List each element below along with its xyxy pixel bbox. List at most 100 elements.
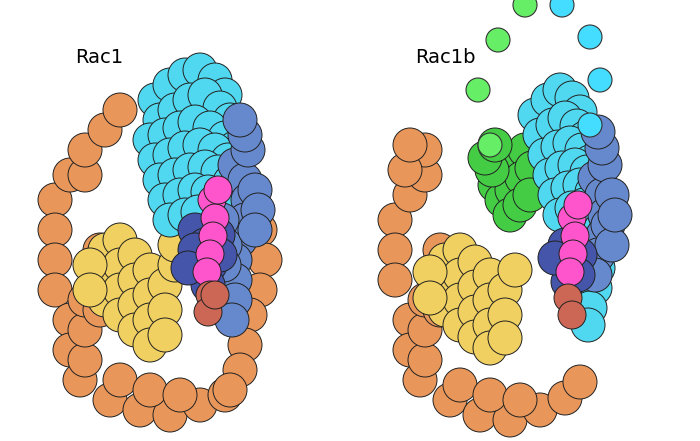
Circle shape <box>138 143 172 177</box>
Circle shape <box>538 241 572 275</box>
Circle shape <box>570 155 604 189</box>
Circle shape <box>458 320 492 354</box>
Circle shape <box>73 248 107 282</box>
Circle shape <box>403 363 437 397</box>
Circle shape <box>143 103 177 137</box>
Circle shape <box>498 253 532 287</box>
Circle shape <box>408 133 442 167</box>
Circle shape <box>148 183 182 217</box>
Circle shape <box>103 93 137 127</box>
Circle shape <box>133 373 167 407</box>
Circle shape <box>228 203 262 237</box>
Circle shape <box>538 178 572 212</box>
Circle shape <box>218 243 252 277</box>
Circle shape <box>564 191 592 219</box>
Circle shape <box>393 303 427 337</box>
Circle shape <box>408 343 442 377</box>
Circle shape <box>508 133 542 167</box>
Circle shape <box>198 186 226 214</box>
Circle shape <box>588 68 612 92</box>
Circle shape <box>233 298 267 332</box>
Circle shape <box>83 293 117 327</box>
Circle shape <box>558 204 586 232</box>
Circle shape <box>188 150 222 184</box>
Circle shape <box>505 161 539 195</box>
Circle shape <box>486 28 510 52</box>
Circle shape <box>573 145 607 179</box>
Circle shape <box>218 263 252 297</box>
Circle shape <box>393 128 427 162</box>
Circle shape <box>221 153 255 187</box>
Circle shape <box>393 178 427 212</box>
Circle shape <box>560 109 594 143</box>
Circle shape <box>458 295 492 329</box>
Circle shape <box>208 78 242 112</box>
Circle shape <box>198 63 232 97</box>
Circle shape <box>103 298 137 332</box>
Circle shape <box>211 143 245 177</box>
Circle shape <box>515 151 549 185</box>
Circle shape <box>428 243 462 277</box>
Circle shape <box>586 218 620 252</box>
Circle shape <box>543 73 577 107</box>
Circle shape <box>413 281 447 315</box>
Circle shape <box>38 273 72 307</box>
Circle shape <box>561 258 595 292</box>
Circle shape <box>63 363 97 397</box>
Circle shape <box>198 133 232 167</box>
Circle shape <box>158 158 192 192</box>
Circle shape <box>83 233 117 267</box>
Circle shape <box>148 268 182 302</box>
Circle shape <box>533 158 567 192</box>
Circle shape <box>595 178 629 212</box>
Circle shape <box>561 222 589 250</box>
Circle shape <box>553 126 587 160</box>
Circle shape <box>118 288 152 322</box>
Circle shape <box>443 283 477 317</box>
Circle shape <box>38 243 72 277</box>
Circle shape <box>423 293 457 327</box>
Circle shape <box>567 188 601 222</box>
Circle shape <box>213 103 247 137</box>
Circle shape <box>578 167 612 201</box>
Circle shape <box>88 233 122 267</box>
Circle shape <box>178 213 212 247</box>
Circle shape <box>388 153 422 187</box>
Circle shape <box>228 328 262 362</box>
Circle shape <box>194 298 222 326</box>
Circle shape <box>68 133 102 167</box>
Circle shape <box>583 213 617 247</box>
Circle shape <box>528 138 562 172</box>
Circle shape <box>443 258 477 292</box>
Circle shape <box>493 403 527 437</box>
Circle shape <box>148 293 182 327</box>
Circle shape <box>466 78 490 102</box>
Circle shape <box>423 233 457 267</box>
Circle shape <box>475 153 509 187</box>
Circle shape <box>213 373 247 407</box>
Circle shape <box>468 141 502 175</box>
Circle shape <box>571 308 605 342</box>
Circle shape <box>581 115 615 149</box>
Circle shape <box>503 383 537 417</box>
Circle shape <box>213 165 247 199</box>
Circle shape <box>178 173 212 207</box>
Circle shape <box>583 187 617 221</box>
Circle shape <box>554 284 582 312</box>
Circle shape <box>573 291 607 325</box>
Circle shape <box>568 121 602 155</box>
Circle shape <box>148 318 182 352</box>
Text: Rac1: Rac1 <box>75 48 123 67</box>
Circle shape <box>215 303 249 337</box>
Circle shape <box>581 251 615 285</box>
Circle shape <box>478 133 502 157</box>
Circle shape <box>133 278 167 312</box>
Circle shape <box>241 193 275 227</box>
Circle shape <box>168 198 202 232</box>
Circle shape <box>545 151 579 185</box>
Circle shape <box>488 298 522 332</box>
Circle shape <box>103 273 137 307</box>
Circle shape <box>183 53 217 87</box>
Circle shape <box>473 331 507 365</box>
Circle shape <box>578 161 612 195</box>
